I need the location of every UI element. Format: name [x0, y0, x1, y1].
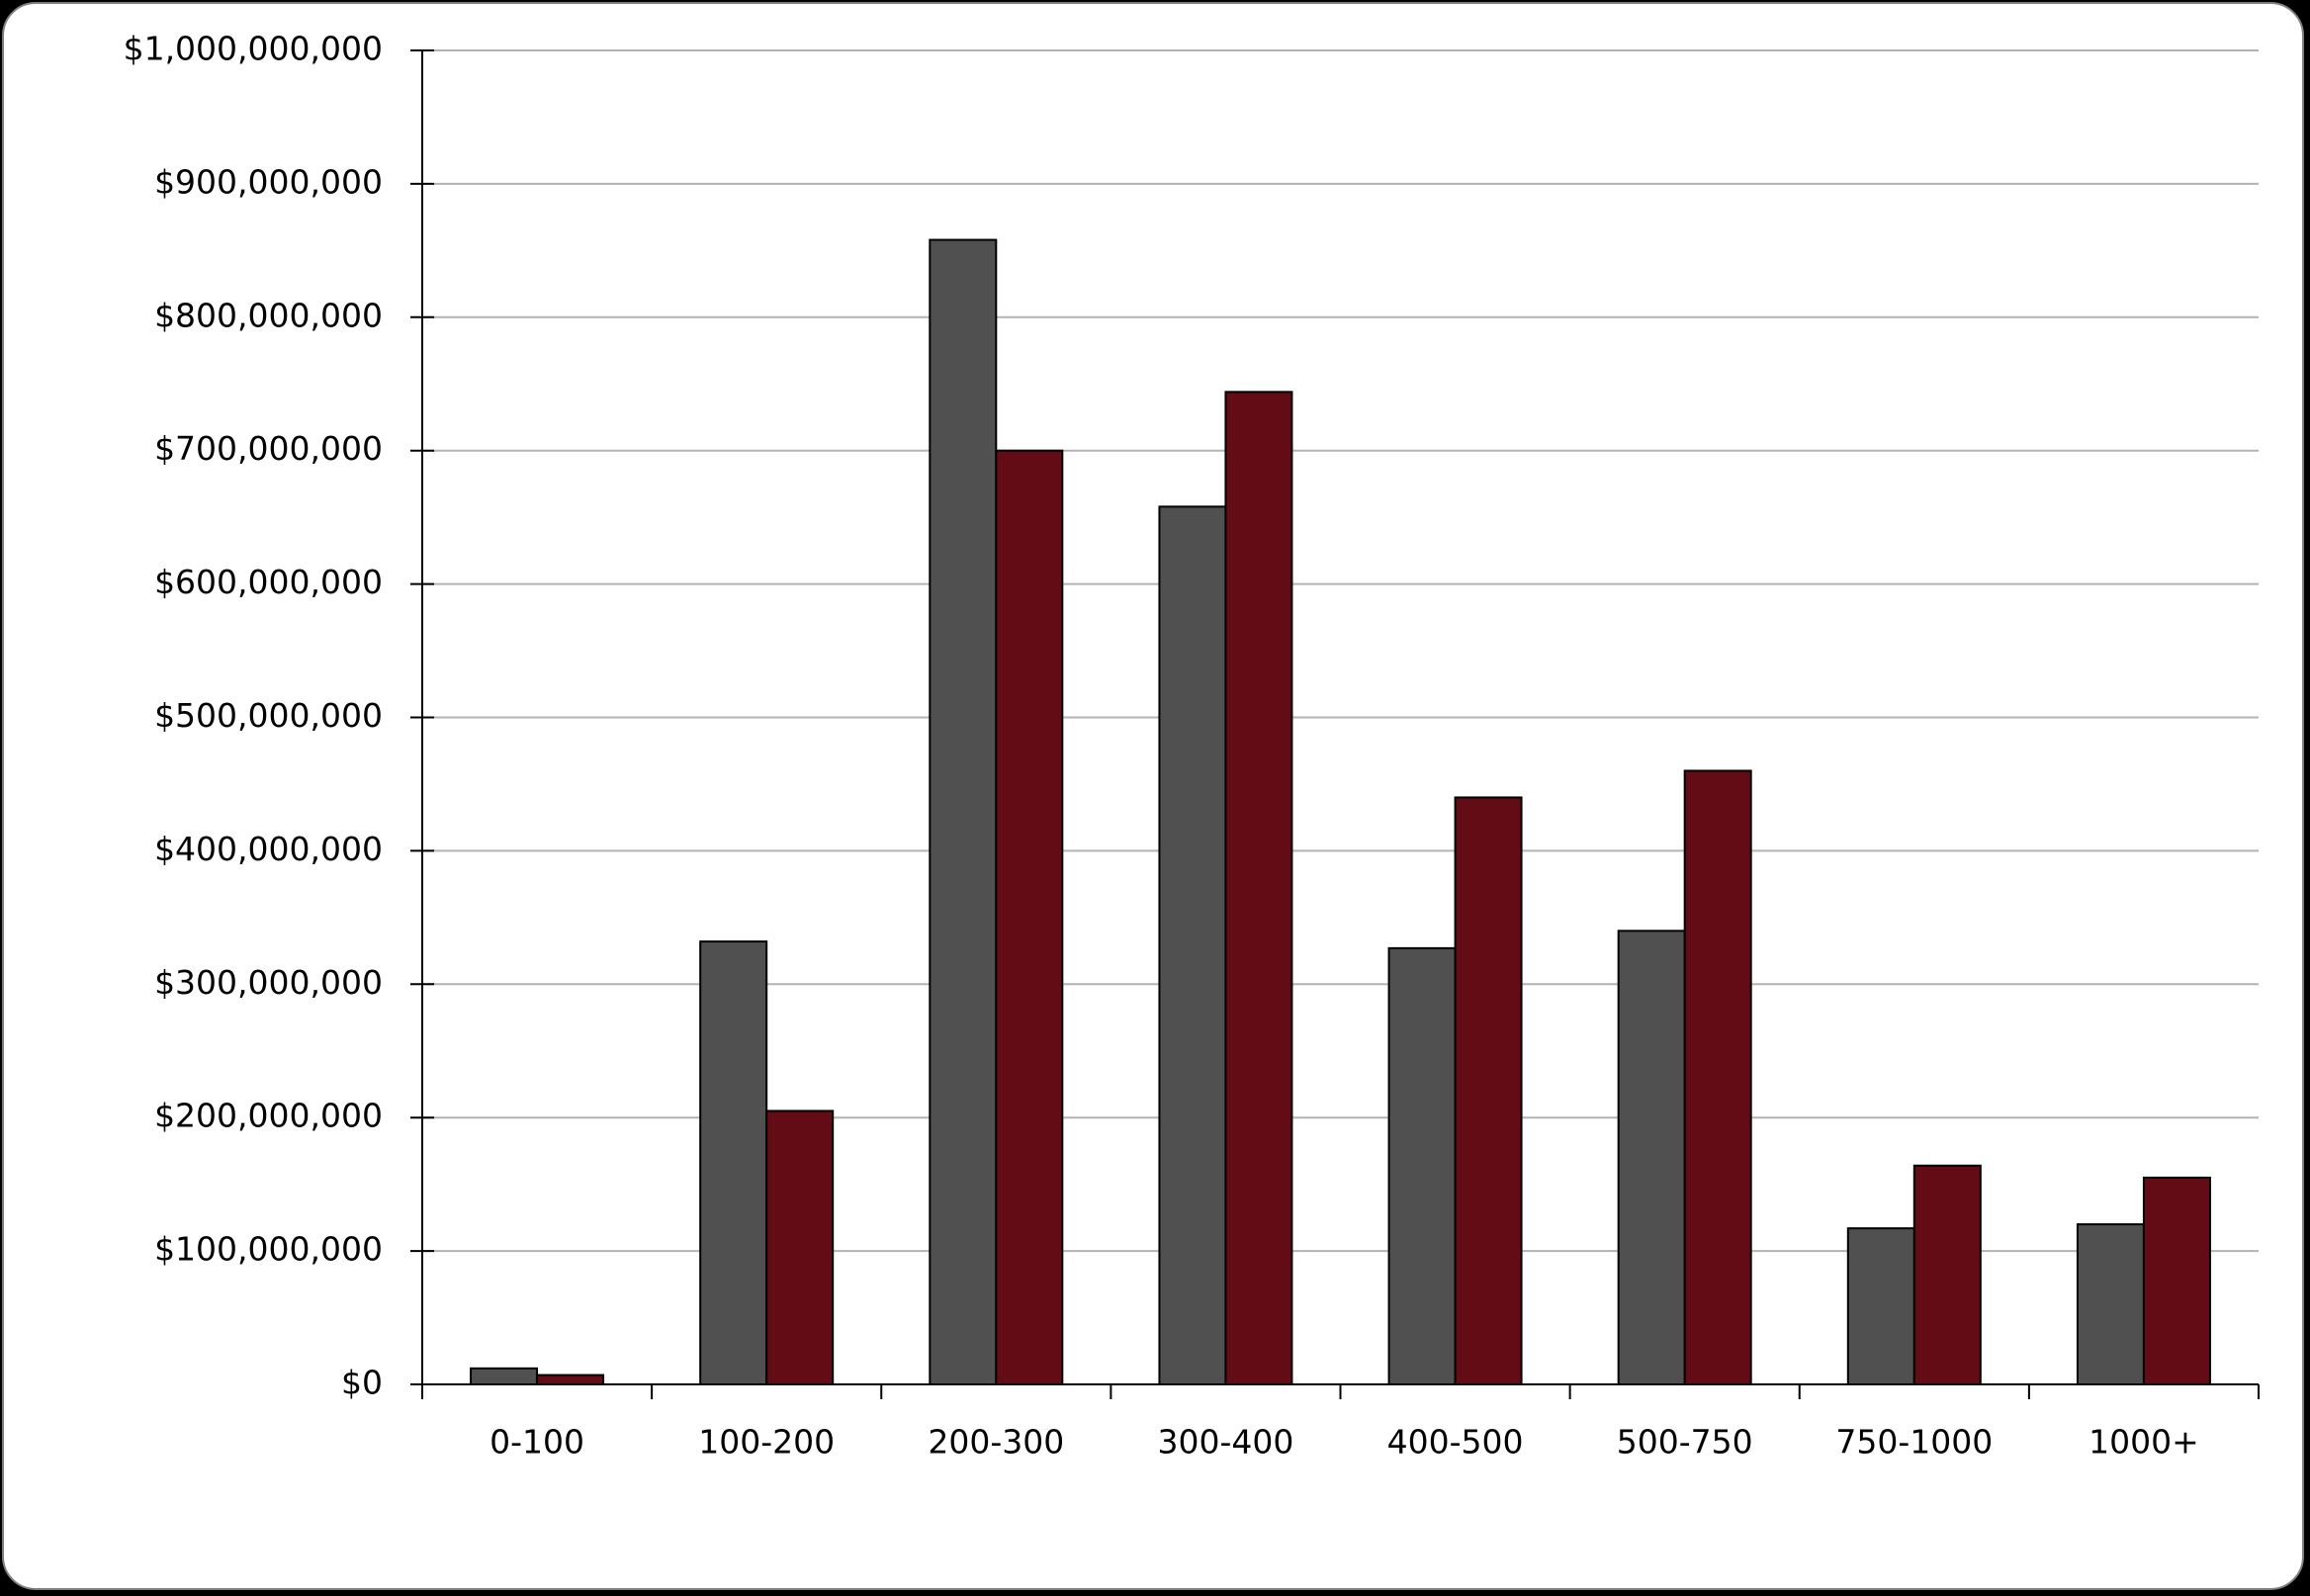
bar [699, 940, 768, 1386]
bar [1158, 505, 1227, 1385]
y-tick-label: $600,000,000 [154, 563, 383, 601]
bar [1387, 946, 1457, 1385]
x-tick-label: 200-300 [928, 1423, 1064, 1462]
bar [1912, 1164, 1982, 1386]
y-tick-label: $700,000,000 [154, 429, 383, 468]
bar [1454, 796, 1523, 1385]
y-tick-label: $100,000,000 [154, 1230, 383, 1269]
bar [995, 449, 1064, 1385]
x-tick-label: 1000+ [2088, 1423, 2199, 1462]
x-tick-label: 100-200 [698, 1423, 835, 1462]
y-tick-label: $200,000,000 [154, 1097, 383, 1135]
y-tick-label: $800,000,000 [154, 296, 383, 334]
bar [1617, 930, 1686, 1386]
bar [1683, 769, 1752, 1385]
bar [765, 1109, 835, 1385]
bar [2142, 1176, 2211, 1386]
y-tick-label: $0 [341, 1364, 383, 1402]
bar [536, 1374, 605, 1386]
y-tick-label: $300,000,000 [154, 963, 383, 1002]
y-tick-label: $400,000,000 [154, 830, 383, 868]
x-tick-label: 300-400 [1157, 1423, 1293, 1462]
x-tick-label: 400-500 [1387, 1423, 1524, 1462]
bar [1846, 1227, 1915, 1385]
x-tick-label: 0-100 [489, 1423, 584, 1462]
bar [929, 238, 998, 1386]
x-tick-label: 500-750 [1617, 1423, 1753, 1462]
y-tick-label: $500,000,000 [154, 696, 383, 735]
x-tick-label: 750-1000 [1835, 1423, 1993, 1462]
bar [2076, 1223, 2145, 1385]
bar [470, 1367, 539, 1386]
y-tick-label: $1,000,000,000 [124, 30, 383, 68]
bar [1224, 391, 1293, 1385]
y-tick-label: $900,000,000 [154, 162, 383, 201]
